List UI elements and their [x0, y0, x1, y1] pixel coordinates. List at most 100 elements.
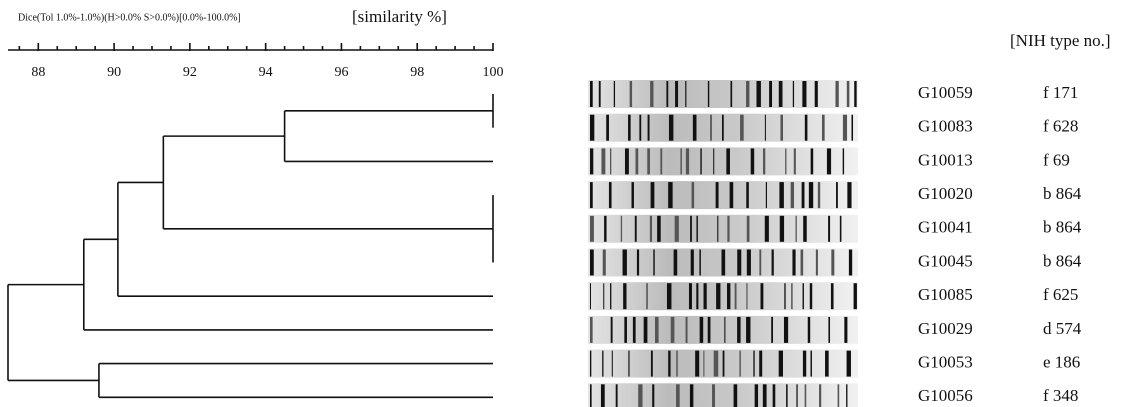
gel-band [614, 81, 615, 107]
gel-lane [588, 215, 858, 243]
gel-band [590, 81, 593, 107]
x-tick-label: 90 [107, 65, 121, 80]
gel-band [590, 216, 594, 242]
gel-band [734, 384, 738, 407]
gel-band [751, 148, 755, 174]
gel-band [686, 317, 688, 343]
gel-band [639, 115, 641, 141]
gel-band [746, 283, 747, 309]
gel-band [723, 351, 725, 377]
gel-band [716, 283, 720, 309]
gel-band [695, 351, 699, 377]
gel-band [792, 250, 795, 276]
gel-band [831, 250, 834, 276]
gel-band [690, 216, 692, 242]
gel-band [802, 81, 806, 107]
nih-type-label: b 864 [1043, 218, 1082, 237]
gel-band [590, 384, 592, 407]
gel-band [779, 81, 783, 107]
gel-band [636, 148, 639, 174]
gel-band [623, 283, 626, 309]
gel-band [763, 384, 767, 407]
gel-band [637, 250, 639, 276]
gel-band [735, 283, 737, 309]
gel-band [666, 81, 668, 107]
gel-band [803, 283, 804, 309]
gel-band [761, 283, 764, 309]
gel-band [621, 216, 622, 242]
gel-band [675, 216, 679, 242]
gel-band [763, 148, 765, 174]
gel-band [602, 351, 603, 377]
gel-band [756, 81, 760, 107]
gel-band [765, 115, 766, 141]
strain-label: G10020 [918, 184, 973, 203]
gel-band [716, 182, 719, 208]
gel-band [835, 81, 838, 107]
gel-band [611, 317, 613, 343]
gel-band [769, 81, 772, 107]
gel-band [746, 81, 749, 107]
gel-band [717, 216, 718, 242]
gel-band [854, 283, 857, 309]
gel-band [791, 182, 794, 208]
nih-type-label: f 171 [1043, 83, 1078, 102]
gel-band [630, 81, 632, 107]
method-note: Dice(Tol 1.0%-1.0%)(H>0.0% S>0.0%)[0.0%-… [18, 12, 241, 23]
figure: Dice(Tol 1.0%-1.0%)(H>0.0% S>0.0%)[0.0%-… [0, 0, 1148, 407]
gel-band [803, 351, 806, 377]
gel-band [724, 317, 725, 343]
gel-band [667, 283, 671, 309]
gel-band [651, 182, 655, 208]
gel-band [847, 182, 851, 208]
gel-band [854, 81, 856, 107]
gel-band [773, 384, 776, 407]
gel-band [650, 216, 652, 242]
gel-band [696, 216, 697, 242]
x-tick-label: 88 [31, 65, 45, 80]
strain-label: G10053 [918, 353, 973, 372]
gel-band [838, 384, 840, 407]
gel-band [652, 384, 654, 407]
gel-band [730, 182, 734, 208]
gel-band [828, 216, 830, 242]
gel-band [808, 317, 810, 343]
x-tick-label: 96 [334, 65, 348, 80]
gel-band [828, 317, 830, 343]
gel-band [590, 148, 593, 174]
gel-band [847, 351, 851, 377]
x-tick-label: 98 [410, 65, 424, 80]
gel-band [794, 148, 796, 174]
gel-band [810, 351, 811, 377]
gel-band [836, 182, 838, 208]
gel-band [815, 81, 818, 107]
gel-band [765, 216, 769, 242]
gel-band [737, 317, 740, 343]
gel-band [785, 148, 786, 174]
gel-band [727, 216, 729, 242]
x-axis-label: [similarity %] [352, 7, 447, 26]
gel-band [647, 148, 650, 174]
gel-band [655, 317, 659, 343]
gel-band [737, 250, 741, 276]
gel-band [668, 351, 670, 377]
gel-band [692, 182, 695, 208]
gel-band [780, 115, 783, 141]
gel-lane [588, 383, 858, 407]
gel-band [689, 283, 692, 309]
gel-band [590, 351, 591, 377]
gel-band [675, 81, 678, 107]
gel-band [638, 384, 642, 407]
nih-type-label: d 574 [1043, 319, 1082, 338]
strain-label: G10041 [918, 218, 973, 237]
gel-band [653, 250, 654, 276]
gel-band [772, 250, 774, 276]
gel-band [795, 216, 796, 242]
gel-band [759, 250, 761, 276]
gel-band [849, 250, 852, 276]
gel-band [796, 384, 798, 407]
gel-band [714, 351, 718, 377]
gel-band [803, 216, 807, 242]
gel-band [703, 351, 704, 377]
x-tick-label: 92 [183, 65, 197, 80]
